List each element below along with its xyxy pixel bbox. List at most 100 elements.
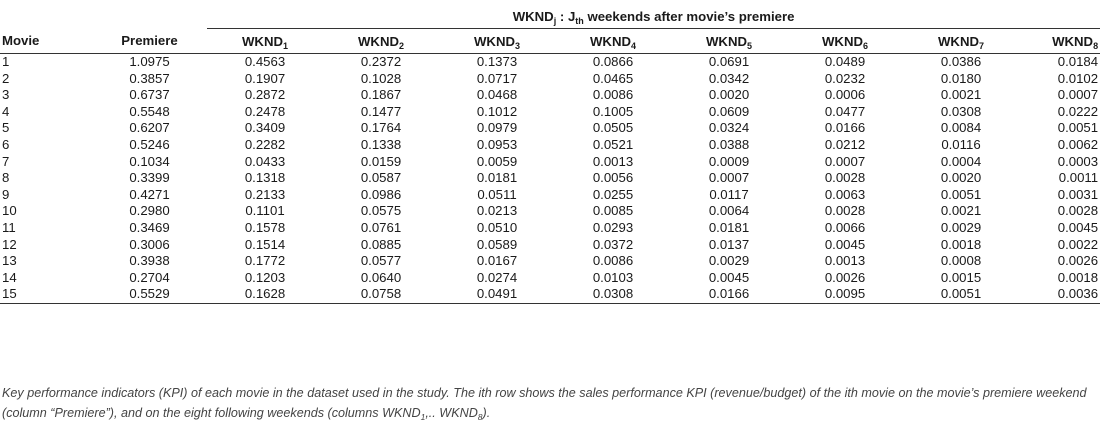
kpi-cell: 0.0372 bbox=[592, 236, 634, 252]
movie-id-cell: 1 bbox=[2, 54, 10, 69]
kpi-cell: 0.0031 bbox=[1057, 186, 1099, 202]
kpi-cell: 0.0577 bbox=[360, 253, 402, 269]
kpi-cell: 0.6207 bbox=[129, 120, 170, 136]
kpi-cell: 0.0465 bbox=[592, 70, 634, 86]
kpi-cell: 0.0609 bbox=[708, 103, 750, 119]
kpi-cell: 0.0117 bbox=[709, 186, 749, 202]
kpi-cell: 0.0066 bbox=[824, 219, 866, 235]
movie-id-cell: 4 bbox=[2, 103, 10, 119]
kpi-cell: 0.0064 bbox=[708, 203, 750, 219]
kpi-cell: 0.0006 bbox=[824, 87, 866, 103]
kpi-cell: 0.0166 bbox=[671, 286, 787, 304]
kpi-cell: 0.0102 bbox=[1057, 70, 1099, 86]
table-row: 4 0.5548 0.2478 0.1477 0.1012 0.1005 0.0609 0.0… bbox=[0, 104, 1100, 121]
kpi-cell: 0.0274 bbox=[476, 269, 518, 285]
kpi-cell: 0.0008 bbox=[940, 253, 982, 269]
kpi-cell: 0.0011 bbox=[1058, 170, 1099, 186]
kpi-cell: 0.1373 bbox=[476, 54, 518, 69]
kpi-cell: 0.0511 bbox=[477, 186, 517, 202]
kpi-cell: 0.1318 bbox=[244, 170, 286, 186]
kpi-cell: 0.0505 bbox=[592, 120, 634, 136]
table-row: 9 0.4271 0.2133 0.0986 0.0511 0.0255 0.0117 0.0… bbox=[0, 187, 1100, 204]
kpi-cell: 0.6737 bbox=[129, 87, 170, 103]
kpi-cell: 0.0029 bbox=[940, 219, 982, 235]
kpi-cell: 0.1101 bbox=[245, 203, 285, 219]
table-row: 10 0.2980 0.1101 0.0575 0.0213 0.0085 0.0064 0.… bbox=[0, 203, 1100, 220]
kpi-cell: 0.0007 bbox=[824, 153, 866, 169]
movie-id-cell: 14 bbox=[2, 269, 17, 285]
kpi-cell: 0.0159 bbox=[360, 153, 402, 169]
movie-id-cell: 10 bbox=[2, 203, 17, 219]
kpi-cell: 0.1867 bbox=[360, 87, 402, 103]
movie-id-cell: 8 bbox=[2, 170, 10, 186]
kpi-cell: 0.0028 bbox=[824, 170, 866, 186]
table-row: 1 1.0975 0.4563 0.2372 0.1373 0.0866 0.0691 0.0… bbox=[0, 54, 1100, 71]
movie-id-cell: 9 bbox=[2, 186, 10, 202]
kpi-cell: 0.0018 bbox=[1057, 269, 1099, 285]
kpi-cell: 0.0222 bbox=[1057, 103, 1099, 119]
kpi-cell: 0.1028 bbox=[360, 70, 402, 86]
kpi-cell: 0.0521 bbox=[592, 136, 634, 152]
kpi-cell: 0.0324 bbox=[708, 120, 750, 136]
group-header-title: WKNDj : Jth weekends after movie’s premi… bbox=[207, 4, 1100, 29]
kpi-cell: 0.0293 bbox=[592, 219, 634, 235]
table-row: 11 0.3469 0.1578 0.0761 0.0510 0.0293 0.0181 0.… bbox=[0, 220, 1100, 237]
kpi-cell: 0.0085 bbox=[592, 203, 634, 219]
kpi-cell: 0.0009 bbox=[708, 153, 750, 169]
kpi-cell: 0.2133 bbox=[244, 186, 286, 202]
kpi-cell: 0.0051 bbox=[903, 286, 1019, 304]
kpi-cell: 0.5246 bbox=[129, 136, 170, 152]
kpi-cell: 0.0986 bbox=[360, 186, 402, 202]
kpi-cell: 0.0021 bbox=[940, 87, 982, 103]
kpi-cell: 0.0433 bbox=[244, 153, 286, 169]
table-row: 3 0.6737 0.2872 0.1867 0.0468 0.0086 0.0020 0.0… bbox=[0, 87, 1100, 104]
kpi-cell: 0.0004 bbox=[940, 153, 982, 169]
kpi-cell: 0.3938 bbox=[129, 253, 170, 269]
column-header: WKND6 bbox=[787, 28, 903, 54]
kpi-cell: 0.0003 bbox=[1057, 153, 1099, 169]
kpi-cell: 1.0975 bbox=[129, 54, 170, 69]
kpi-cell: 0.3857 bbox=[129, 70, 170, 86]
kpi-cell: 0.0477 bbox=[824, 103, 866, 119]
column-header: Movie bbox=[0, 28, 92, 54]
kpi-cell: 0.1012 bbox=[476, 103, 518, 119]
group-header-row: WKNDj : Jth weekends after movie’s premi… bbox=[0, 4, 1100, 29]
kpi-cell: 0.3469 bbox=[129, 219, 170, 235]
table-row: 15 0.5529 0.1628 0.0758 0.0491 0.0308 0.0166 0.… bbox=[0, 286, 1100, 304]
kpi-cell: 0.4563 bbox=[244, 54, 286, 69]
kpi-cell: 0.1477 bbox=[360, 103, 402, 119]
kpi-cell: 0.0308 bbox=[555, 286, 671, 304]
kpi-cell: 0.0232 bbox=[824, 70, 866, 86]
kpi-cell: 0.0640 bbox=[360, 269, 402, 285]
kpi-cell: 0.3006 bbox=[129, 236, 170, 252]
kpi-cell: 0.0103 bbox=[592, 269, 634, 285]
table-row: 13 0.3938 0.1772 0.0577 0.0167 0.0086 0.0029 0.… bbox=[0, 253, 1100, 270]
kpi-cell: 0.0575 bbox=[360, 203, 402, 219]
kpi-cell: 0.2872 bbox=[244, 87, 286, 103]
kpi-cell: 0.0181 bbox=[476, 170, 518, 186]
kpi-cell: 0.1203 bbox=[244, 269, 286, 285]
group-header-spacer bbox=[0, 4, 207, 29]
movie-id-cell: 5 bbox=[2, 120, 10, 136]
kpi-cell: 0.0045 bbox=[708, 269, 750, 285]
kpi-cell: 0.0007 bbox=[708, 170, 750, 186]
kpi-cell: 0.0086 bbox=[592, 87, 634, 103]
kpi-cell: 0.0116 bbox=[941, 136, 981, 152]
kpi-cell: 0.2372 bbox=[360, 54, 402, 69]
kpi-cell: 0.0026 bbox=[824, 269, 866, 285]
table-row: 12 0.3006 0.1514 0.0885 0.0589 0.0372 0.0137 0.… bbox=[0, 237, 1100, 254]
kpi-cell: 0.0021 bbox=[940, 203, 982, 219]
kpi-cell: 0.5529 bbox=[92, 286, 207, 304]
kpi-cell: 0.0491 bbox=[439, 286, 555, 304]
table-caption: Key performance indicators (KPI) of each… bbox=[2, 386, 1087, 422]
kpi-cell: 0.0717 bbox=[476, 70, 518, 86]
kpi-cell: 0.0051 bbox=[1057, 120, 1099, 136]
column-header: WKND7 bbox=[903, 28, 1019, 54]
kpi-cell: 0.3399 bbox=[129, 170, 170, 186]
kpi-cell: 0.0691 bbox=[708, 54, 750, 69]
kpi-cell: 0.0020 bbox=[708, 87, 750, 103]
kpi-cell: 0.0063 bbox=[824, 186, 866, 202]
kpi-cell: 0.1628 bbox=[207, 286, 323, 304]
kpi-cell: 0.0013 bbox=[592, 153, 634, 169]
kpi-cell: 0.0013 bbox=[824, 253, 866, 269]
